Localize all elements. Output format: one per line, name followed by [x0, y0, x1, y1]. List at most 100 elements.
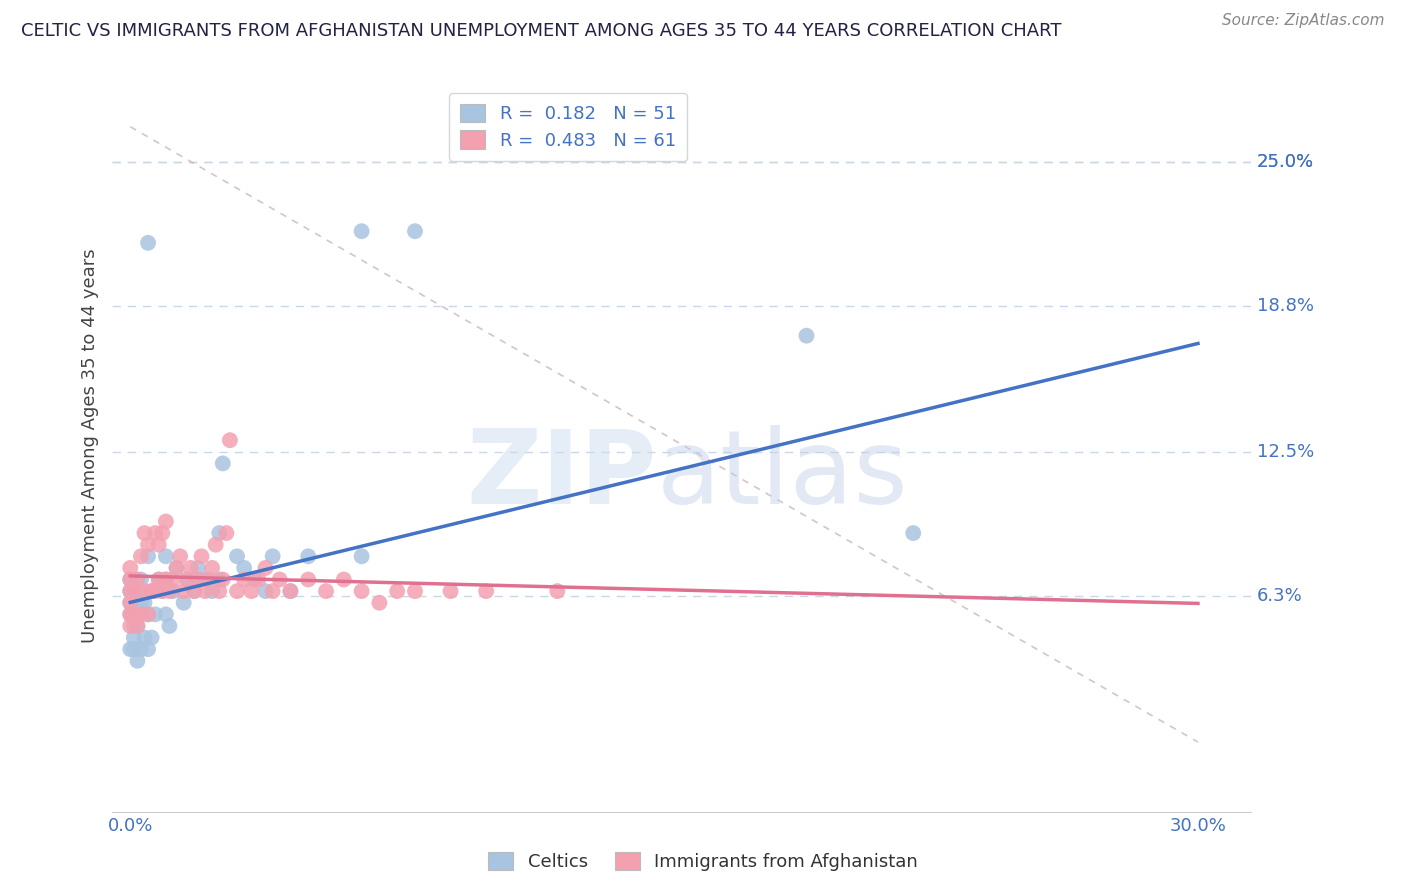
- Point: [190, 573, 212, 587]
- Point: [254, 561, 277, 575]
- Point: [368, 596, 391, 610]
- Point: [120, 642, 142, 657]
- Point: [150, 526, 173, 541]
- Point: [150, 584, 173, 599]
- Text: atlas: atlas: [657, 425, 908, 525]
- Text: 6.3%: 6.3%: [1257, 587, 1303, 605]
- Point: [269, 573, 291, 587]
- Point: [120, 561, 142, 575]
- Point: [176, 573, 198, 587]
- Point: [350, 224, 373, 238]
- Point: [122, 607, 145, 622]
- Point: [350, 549, 373, 564]
- Point: [122, 584, 145, 599]
- Point: [404, 584, 426, 599]
- Point: [176, 573, 198, 587]
- Point: [120, 607, 142, 622]
- Point: [233, 561, 256, 575]
- Point: [141, 584, 163, 599]
- Point: [204, 538, 226, 552]
- Point: [201, 584, 224, 599]
- Point: [122, 631, 145, 645]
- Point: [134, 596, 156, 610]
- Point: [150, 584, 173, 599]
- Y-axis label: Unemployment Among Ages 35 to 44 years: Unemployment Among Ages 35 to 44 years: [80, 249, 98, 643]
- Point: [194, 573, 217, 587]
- Point: [143, 526, 166, 541]
- Point: [136, 235, 159, 250]
- Point: [243, 573, 266, 587]
- Point: [173, 596, 195, 610]
- Text: CELTIC VS IMMIGRANTS FROM AFGHANISTAN UNEMPLOYMENT AMONG AGES 35 TO 44 YEARS COR: CELTIC VS IMMIGRANTS FROM AFGHANISTAN UN…: [21, 22, 1062, 40]
- Point: [127, 654, 149, 668]
- Point: [187, 573, 209, 587]
- Point: [333, 573, 356, 587]
- Point: [194, 584, 217, 599]
- Point: [183, 584, 205, 599]
- Point: [262, 584, 284, 599]
- Point: [219, 433, 242, 447]
- Point: [127, 584, 149, 599]
- Point: [120, 596, 142, 610]
- Point: [129, 549, 152, 564]
- Point: [247, 573, 270, 587]
- Point: [201, 561, 224, 575]
- Point: [280, 584, 302, 599]
- Point: [197, 573, 219, 587]
- Point: [120, 573, 142, 587]
- Point: [297, 573, 319, 587]
- Point: [120, 619, 142, 633]
- Point: [211, 457, 233, 471]
- Point: [215, 526, 238, 541]
- Point: [796, 328, 818, 343]
- Point: [166, 561, 188, 575]
- Point: [120, 584, 142, 599]
- Point: [162, 573, 184, 587]
- Point: [129, 573, 152, 587]
- Text: 12.5%: 12.5%: [1257, 442, 1315, 461]
- Point: [129, 596, 152, 610]
- Text: ZIP: ZIP: [467, 425, 657, 525]
- Point: [439, 584, 461, 599]
- Text: Source: ZipAtlas.com: Source: ZipAtlas.com: [1222, 13, 1385, 29]
- Text: 18.8%: 18.8%: [1257, 296, 1315, 315]
- Point: [280, 584, 302, 599]
- Text: 25.0%: 25.0%: [1257, 153, 1315, 170]
- Point: [475, 584, 498, 599]
- Point: [141, 631, 163, 645]
- Point: [162, 584, 184, 599]
- Point: [233, 573, 256, 587]
- Point: [546, 584, 568, 599]
- Legend: R =  0.182   N = 51, R =  0.483   N = 61: R = 0.182 N = 51, R = 0.483 N = 61: [450, 93, 686, 161]
- Point: [211, 573, 233, 587]
- Point: [134, 584, 156, 599]
- Point: [385, 584, 408, 599]
- Point: [122, 619, 145, 633]
- Point: [143, 607, 166, 622]
- Point: [350, 584, 373, 599]
- Point: [404, 224, 426, 238]
- Point: [134, 526, 156, 541]
- Point: [187, 561, 209, 575]
- Point: [148, 573, 170, 587]
- Point: [297, 549, 319, 564]
- Point: [208, 584, 231, 599]
- Point: [136, 642, 159, 657]
- Point: [254, 584, 277, 599]
- Point: [226, 584, 249, 599]
- Point: [208, 526, 231, 541]
- Legend: Celtics, Immigrants from Afghanistan: Celtics, Immigrants from Afghanistan: [481, 845, 925, 879]
- Point: [155, 573, 177, 587]
- Point: [129, 607, 152, 622]
- Point: [129, 642, 152, 657]
- Point: [155, 607, 177, 622]
- Point: [169, 549, 191, 564]
- Point: [122, 607, 145, 622]
- Point: [190, 549, 212, 564]
- Point: [159, 619, 180, 633]
- Point: [120, 573, 142, 587]
- Point: [155, 573, 177, 587]
- Point: [122, 642, 145, 657]
- Point: [903, 526, 925, 541]
- Point: [173, 584, 195, 599]
